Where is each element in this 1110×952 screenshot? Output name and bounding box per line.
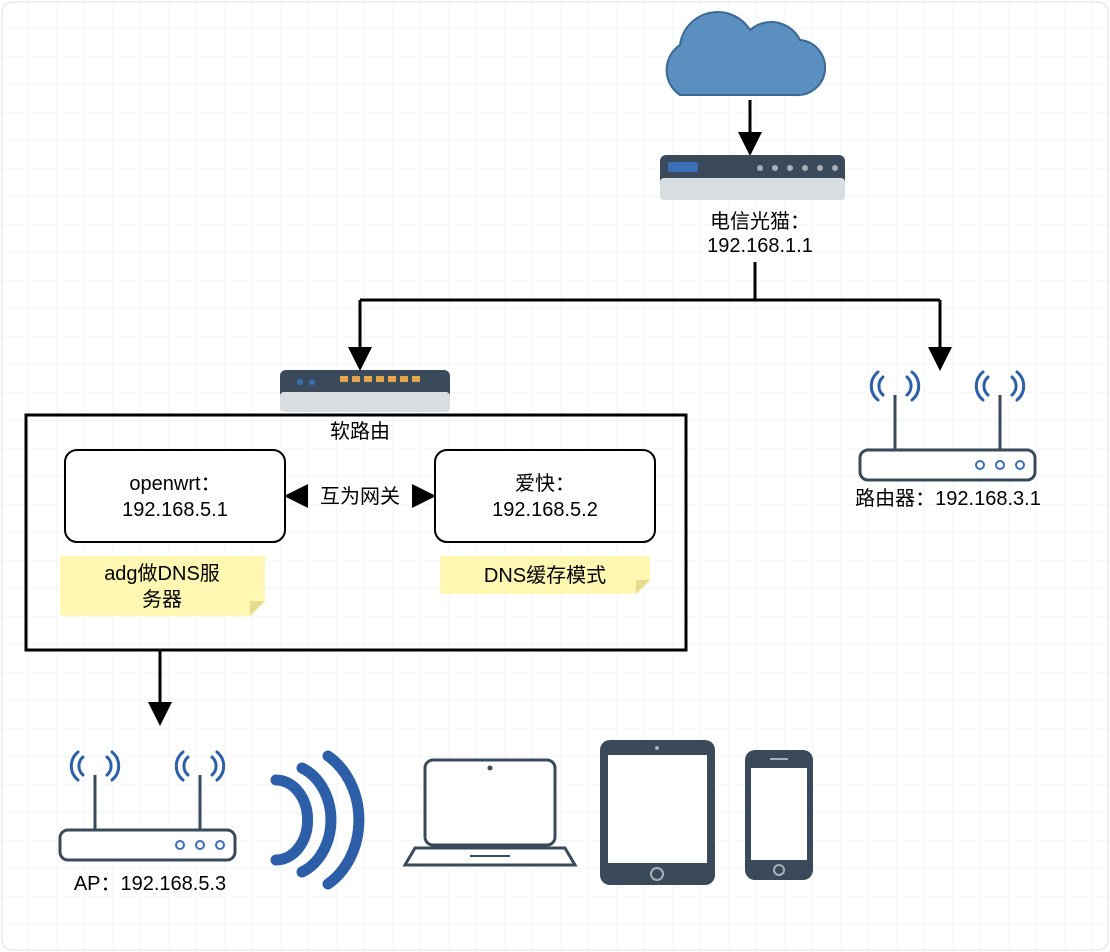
ikuai-box — [435, 450, 655, 542]
modem-icon — [660, 155, 845, 200]
router-right-label: 路由器：192.168.3.1 — [855, 487, 1041, 510]
ikuai-label-line1: 爱快： — [515, 472, 575, 495]
openwrt-box — [65, 450, 285, 542]
ap-label: AP：192.168.5.3 — [74, 873, 226, 895]
tablet-icon — [600, 740, 715, 885]
note-openwrt-line1: adg做DNS服 — [104, 562, 220, 585]
openwrt-label-line2: 192.168.5.1 — [122, 499, 228, 521]
note-ikuai-text: DNS缓存模式 — [484, 564, 606, 587]
note-openwrt: adg做DNS服 务器 — [60, 556, 265, 616]
note-ikuai: DNS缓存模式 — [440, 556, 650, 594]
laptop-icon — [405, 760, 575, 865]
soft-router-title: 软路由 — [330, 420, 390, 443]
ikuai-label-line2: 192.168.5.2 — [492, 499, 598, 521]
note-openwrt-line2: 务器 — [142, 588, 182, 611]
phone-icon — [745, 750, 813, 880]
modem-label-line2: 192.168.1.1 — [707, 235, 813, 257]
soft-router-switch-icon — [280, 370, 450, 412]
modem-label-line1: 电信光猫： — [710, 210, 810, 233]
gateway-label: 互为网关 — [320, 485, 400, 508]
openwrt-label-line1: openwrt： — [129, 473, 220, 495]
